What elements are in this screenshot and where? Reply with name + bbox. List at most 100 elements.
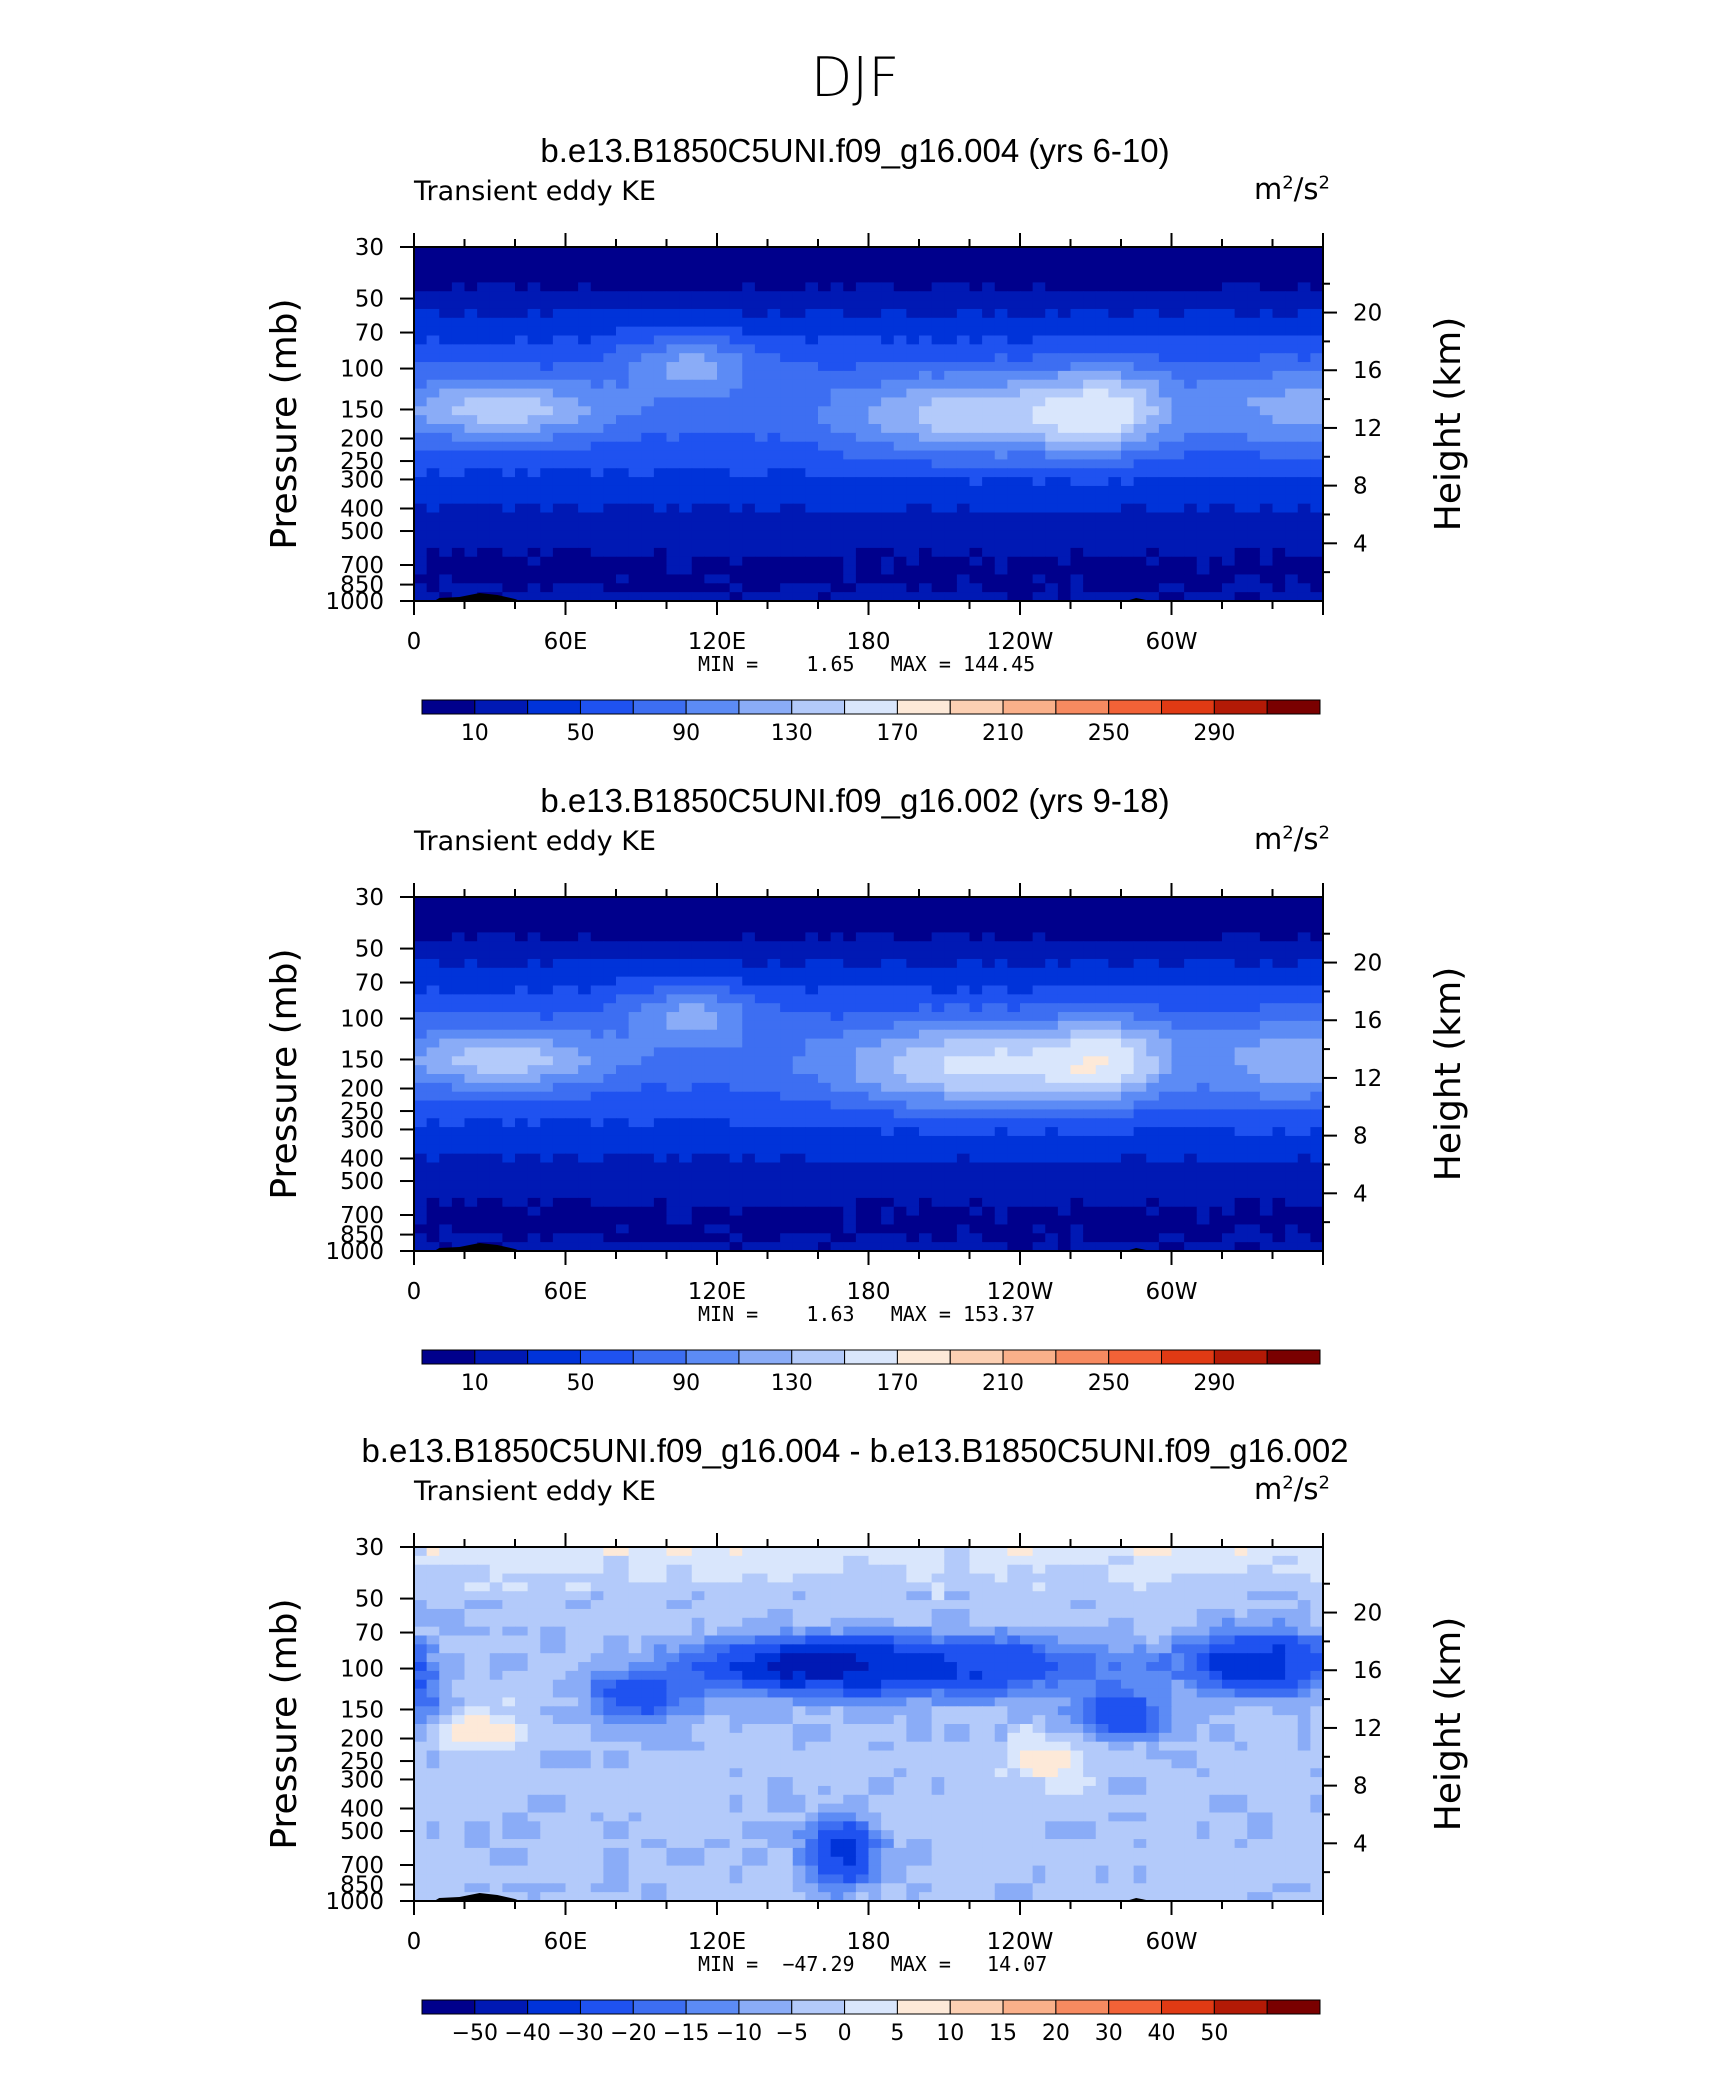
field-cell: [1159, 977, 1172, 986]
field-cell: [768, 924, 781, 933]
field-cell: [553, 968, 566, 977]
field-cell: [502, 318, 515, 327]
field-cell: [1020, 548, 1033, 557]
field-cell: [515, 994, 528, 1003]
field-cell: [831, 336, 844, 345]
field-cell: [1108, 459, 1121, 468]
field-cell: [932, 459, 945, 468]
field-cell: [932, 247, 945, 256]
field-cell: [540, 318, 553, 327]
field-cell: [515, 274, 528, 283]
field-cell: [805, 486, 818, 495]
field-cell: [1096, 256, 1109, 265]
field-cell: [831, 1065, 844, 1074]
field-cell: [894, 566, 907, 575]
field-cell: [1121, 1101, 1134, 1110]
field-cell: [742, 406, 755, 415]
field-cell: [856, 897, 869, 906]
field-cell: [1273, 504, 1286, 513]
field-cell: [1298, 968, 1311, 977]
field-cell: [1197, 274, 1210, 283]
field-cell: [1260, 362, 1273, 371]
field-cell: [869, 459, 882, 468]
field-cell: [515, 282, 528, 291]
field-cell: [742, 380, 755, 389]
field-cell: [1235, 906, 1248, 915]
field-cell: [1285, 994, 1298, 1003]
field-cell: [1184, 265, 1197, 274]
field-cell: [515, 548, 528, 557]
field-cell: [553, 994, 566, 1003]
field-cell: [1134, 1127, 1147, 1136]
field-cell: [1020, 486, 1033, 495]
field-cell: [515, 256, 528, 265]
field-cell: [869, 557, 882, 566]
field-cell: [932, 977, 945, 986]
field-cell: [717, 309, 730, 318]
field-cell: [528, 389, 541, 398]
field-cell: [629, 941, 642, 950]
field-cell: [1096, 318, 1109, 327]
field-cell: [1058, 583, 1071, 592]
y-tick-label: 150: [340, 397, 384, 423]
field-cell: [1159, 406, 1172, 415]
field-cell: [919, 336, 932, 345]
field-cell: [553, 1003, 566, 1012]
field-cell: [490, 941, 503, 950]
field-cell: [566, 959, 579, 968]
field-cell: [490, 424, 503, 433]
field-cell: [667, 583, 680, 592]
field-cell: [957, 557, 970, 566]
field-cell: [944, 915, 957, 924]
field-cell: [490, 274, 503, 283]
field-cell: [704, 1021, 717, 1030]
field-cell: [1096, 566, 1109, 575]
field-cell: [502, 1109, 515, 1118]
field-cell: [1007, 950, 1020, 959]
field-cell: [717, 1127, 730, 1136]
field-cell: [1197, 309, 1210, 318]
field-cell: [906, 530, 919, 539]
field-cell: [1285, 574, 1298, 583]
field-cell: [717, 1003, 730, 1012]
field-cell: [894, 459, 907, 468]
field-cell: [679, 574, 692, 583]
field-cell: [970, 247, 983, 256]
field-cell: [1134, 451, 1147, 460]
field-cell: [780, 344, 793, 353]
field-cell: [616, 1021, 629, 1030]
field-cell: [1235, 583, 1248, 592]
field-cell: [704, 336, 717, 345]
field-cell: [957, 397, 970, 406]
field-cell: [1285, 1074, 1298, 1083]
field-cell: [869, 906, 882, 915]
field-cell: [831, 309, 844, 318]
field-cell: [477, 557, 490, 566]
field-cell: [540, 932, 553, 941]
field-cell: [881, 265, 894, 274]
field-cell: [603, 959, 616, 968]
field-cell: [805, 397, 818, 406]
field-cell: [1285, 1056, 1298, 1065]
field-cell: [1209, 897, 1222, 906]
field-cell: [1121, 309, 1134, 318]
field-cell: [704, 486, 717, 495]
field-cell: [654, 557, 667, 566]
field-cell: [1020, 1021, 1033, 1030]
field-cell: [566, 1030, 579, 1039]
field-cell: [629, 1039, 642, 1048]
field-cell: [1159, 344, 1172, 353]
field-cell: [755, 424, 768, 433]
field-cell: [1197, 495, 1210, 504]
field-cell: [995, 397, 1008, 406]
colorbar-swatch: [1267, 700, 1320, 714]
field-cell: [540, 1101, 553, 1110]
field-cell: [641, 915, 654, 924]
field-cell: [1033, 327, 1046, 336]
field-cell: [578, 504, 591, 513]
field-cell: [667, 362, 680, 371]
field-cell: [780, 513, 793, 522]
field-cell: [856, 906, 869, 915]
field-cell: [452, 1039, 465, 1048]
